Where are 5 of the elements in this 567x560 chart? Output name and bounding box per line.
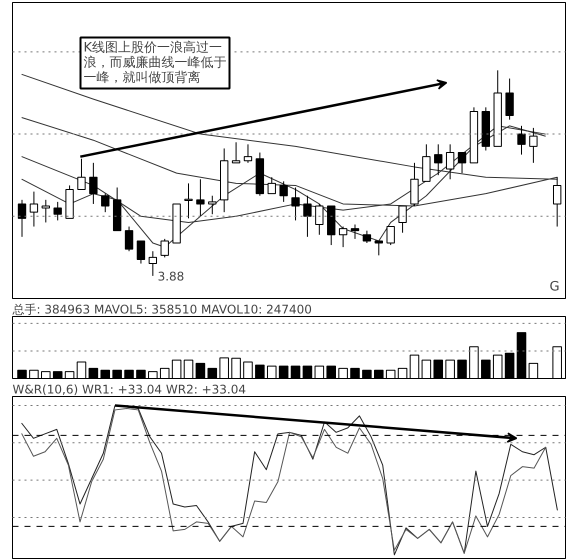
chart-title: 总手: 384963 MAVOL5: 358510 MAVOL10: 247400	[12, 302, 312, 316]
annotation: K线图上股价一浪高过一浪，而威廉曲线一峰低于一峰，就叫做顶背离	[84, 40, 226, 86]
annotation: 3.88	[158, 269, 184, 284]
chart-title: W&R(10,6) WR1: +33.04 WR2: +33.04	[12, 382, 246, 396]
text: G	[550, 280, 560, 294]
